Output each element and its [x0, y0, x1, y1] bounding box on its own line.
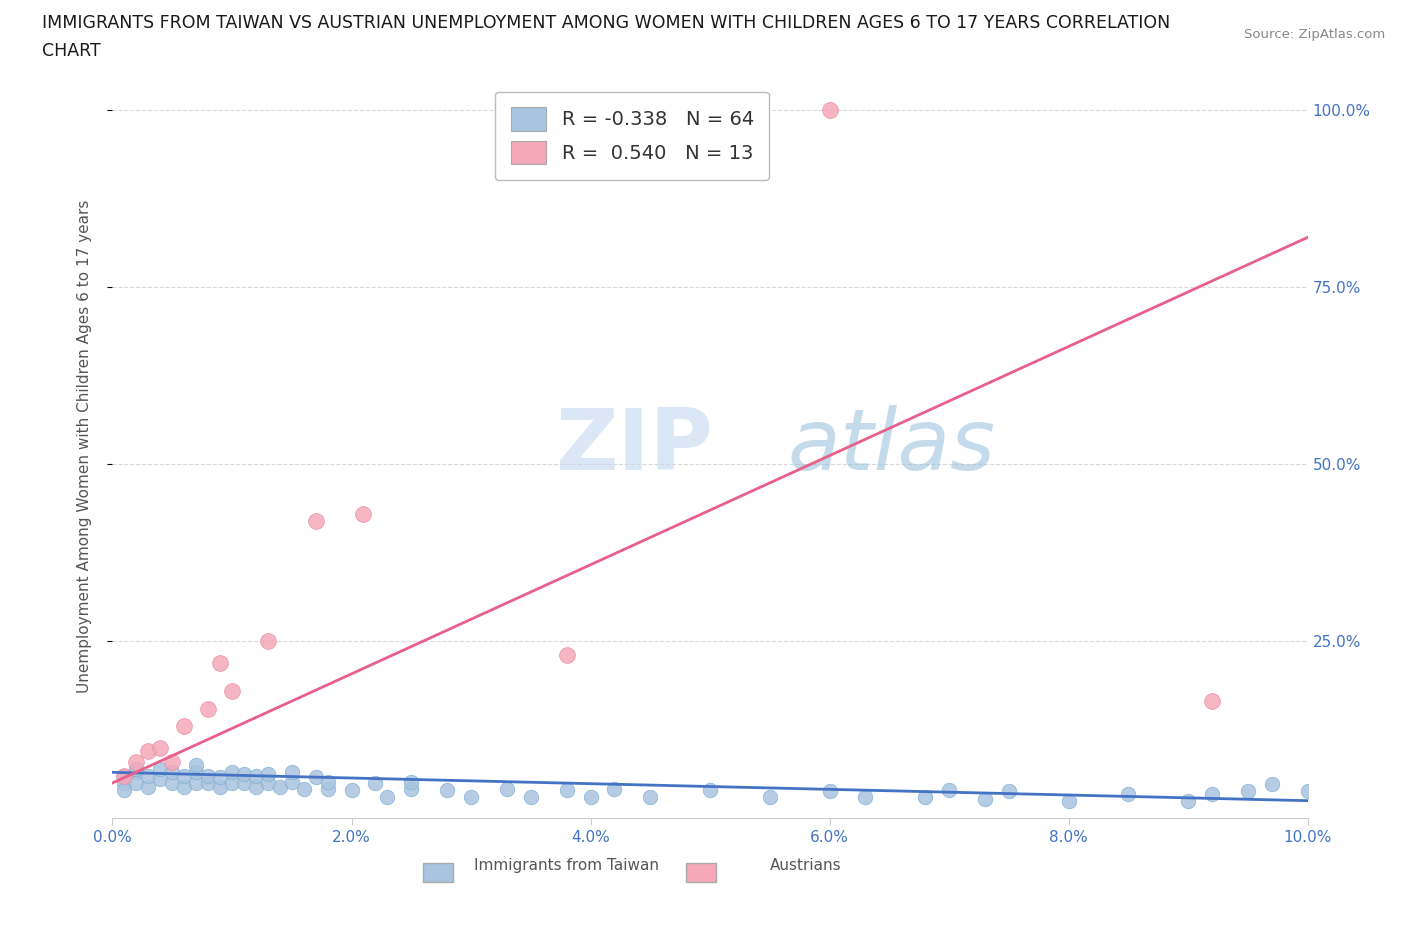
Text: IMMIGRANTS FROM TAIWAN VS AUSTRIAN UNEMPLOYMENT AMONG WOMEN WITH CHILDREN AGES 6: IMMIGRANTS FROM TAIWAN VS AUSTRIAN UNEMP… — [42, 14, 1170, 32]
Point — [114, 783, 135, 798]
Point — [149, 740, 172, 755]
Point — [209, 770, 232, 785]
Point — [245, 768, 267, 783]
Point — [998, 784, 1021, 799]
Point — [316, 774, 339, 789]
Point — [1057, 793, 1080, 808]
FancyBboxPatch shape — [423, 863, 453, 882]
Y-axis label: Unemployment Among Women with Children Ages 6 to 17 years: Unemployment Among Women with Children A… — [77, 200, 91, 693]
Point — [221, 684, 243, 698]
Point — [520, 790, 543, 804]
Point — [114, 768, 135, 783]
Point — [460, 790, 482, 804]
Point — [149, 772, 172, 787]
Point — [555, 783, 578, 798]
Point — [305, 770, 328, 785]
Point — [640, 790, 662, 804]
Point — [603, 781, 626, 796]
Point — [233, 776, 256, 790]
Point — [186, 764, 208, 779]
Point — [401, 781, 423, 796]
Point — [114, 776, 135, 790]
Point — [257, 776, 280, 790]
Point — [281, 764, 304, 779]
Point — [316, 781, 339, 796]
Point — [125, 764, 148, 779]
Text: atlas: atlas — [787, 405, 995, 488]
Legend: R = -0.338   N = 64, R =  0.540   N = 13: R = -0.338 N = 64, R = 0.540 N = 13 — [495, 91, 769, 179]
Point — [855, 790, 877, 804]
FancyBboxPatch shape — [686, 863, 716, 882]
Point — [938, 783, 960, 798]
Point — [699, 783, 721, 798]
Point — [257, 767, 280, 782]
Point — [1201, 786, 1223, 801]
Point — [1201, 694, 1223, 709]
Point — [209, 655, 232, 670]
Point — [221, 764, 243, 779]
Point — [1177, 793, 1199, 808]
Point — [197, 701, 219, 716]
Point — [125, 776, 148, 790]
Point — [269, 779, 291, 794]
Point — [162, 754, 183, 769]
Point — [818, 102, 841, 117]
Point — [257, 634, 280, 649]
Point — [818, 784, 841, 799]
Text: ZIP: ZIP — [554, 405, 713, 488]
Point — [377, 790, 399, 804]
Point — [186, 776, 208, 790]
Text: Austrians: Austrians — [770, 858, 841, 873]
Text: CHART: CHART — [42, 42, 101, 60]
Point — [305, 513, 328, 528]
Point — [555, 648, 578, 663]
Point — [281, 774, 304, 789]
Point — [138, 744, 160, 759]
Point — [353, 506, 375, 521]
Point — [364, 776, 387, 790]
Point — [292, 781, 315, 796]
Point — [186, 758, 208, 773]
Point — [197, 768, 219, 783]
Point — [1118, 786, 1140, 801]
Point — [245, 779, 267, 794]
Point — [173, 779, 195, 794]
Point — [173, 719, 195, 734]
Point — [114, 768, 135, 783]
Point — [162, 764, 183, 779]
Point — [914, 790, 936, 804]
Point — [162, 776, 183, 790]
Point — [436, 783, 458, 798]
Point — [974, 791, 997, 806]
Point — [496, 781, 519, 796]
Point — [149, 762, 172, 777]
Point — [138, 768, 160, 783]
Point — [233, 767, 256, 782]
Point — [197, 776, 219, 790]
Point — [401, 774, 423, 789]
Point — [1261, 777, 1284, 791]
Text: Source: ZipAtlas.com: Source: ZipAtlas.com — [1244, 28, 1385, 41]
Point — [579, 790, 602, 804]
Point — [221, 776, 243, 790]
Point — [1237, 784, 1260, 799]
Point — [125, 754, 148, 769]
Point — [759, 790, 782, 804]
Point — [138, 779, 160, 794]
Point — [125, 762, 148, 777]
Point — [173, 768, 195, 783]
Point — [340, 783, 363, 798]
Point — [209, 779, 232, 794]
Text: Immigrants from Taiwan: Immigrants from Taiwan — [474, 858, 659, 873]
Point — [1296, 784, 1319, 799]
